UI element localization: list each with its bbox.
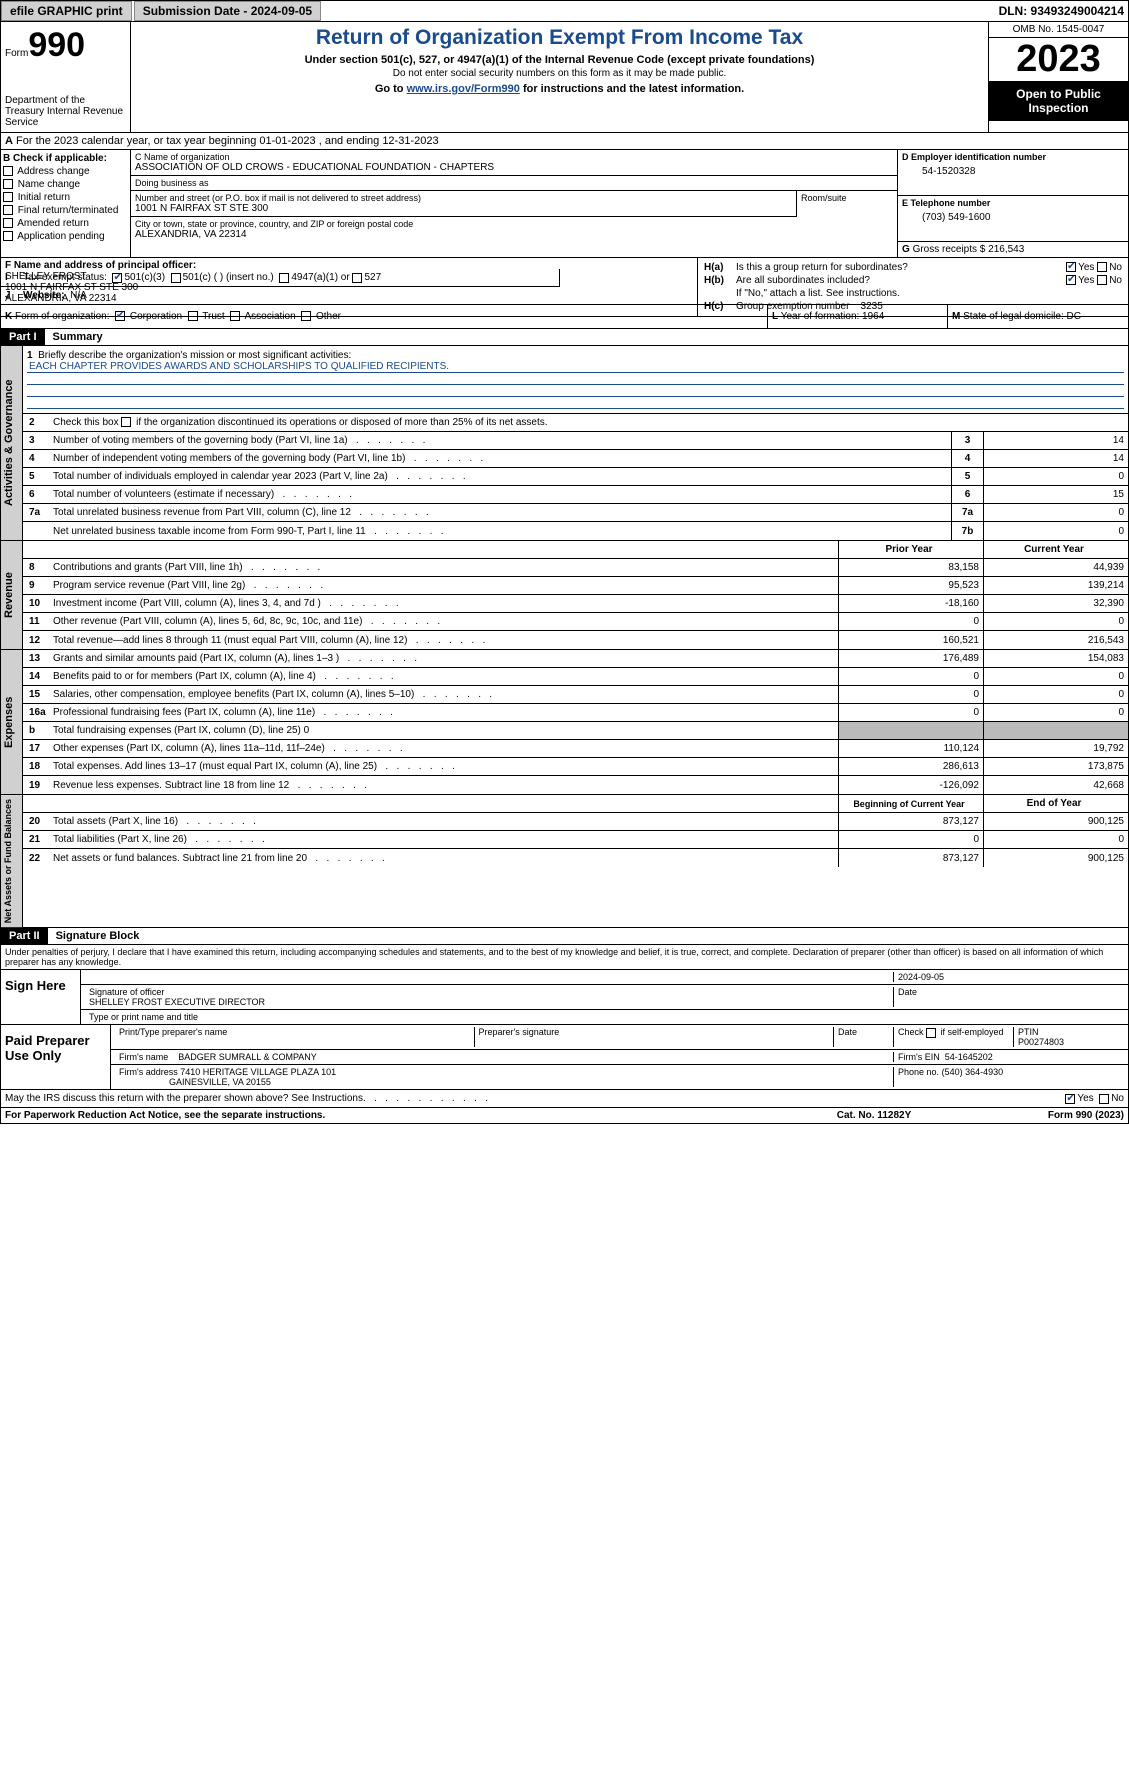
ha-no-checkbox[interactable] [1097, 262, 1107, 272]
form-header: Form990 Department of the Treasury Inter… [0, 22, 1129, 133]
revenue-section: Revenue Prior YearCurrent Year 8Contribu… [0, 541, 1129, 650]
table-row: Net unrelated business taxable income fr… [23, 522, 1128, 540]
header-mid: Return of Organization Exempt From Incom… [131, 22, 988, 132]
table-row: 9Program service revenue (Part VIII, lin… [23, 577, 1128, 595]
governance-section: Activities & Governance 1 Briefly descri… [0, 346, 1129, 541]
firm-address: 7410 HERITAGE VILLAGE PLAZA 101 [180, 1067, 336, 1077]
table-row: 3Number of voting members of the governi… [23, 432, 1128, 450]
net-assets-section: Net Assets or Fund Balances Beginning of… [0, 795, 1129, 928]
form-title: Return of Organization Exempt From Incom… [135, 26, 984, 50]
table-row: 5Total number of individuals employed in… [23, 468, 1128, 486]
table-row: 6Total number of volunteers (estimate if… [23, 486, 1128, 504]
colb-checkbox[interactable] [3, 218, 13, 228]
colb-checkbox[interactable] [3, 166, 13, 176]
corp-checkbox[interactable] [115, 311, 125, 321]
dept-label: Department of the Treasury Internal Reve… [5, 95, 126, 128]
expenses-section: Expenses 13Grants and similar amounts pa… [0, 650, 1129, 795]
sign-date: 2024-09-05 [894, 972, 1124, 982]
ha-yes-checkbox[interactable] [1066, 262, 1076, 272]
table-row: 18Total expenses. Add lines 13–17 (must … [23, 758, 1128, 776]
open-inspection: Open to Public Inspection [989, 81, 1128, 121]
ein: 54-1520328 [902, 162, 1124, 181]
table-row: 10Investment income (Part VIII, column (… [23, 595, 1128, 613]
other-checkbox[interactable] [301, 311, 311, 321]
paid-preparer-section: Paid Preparer Use Only Print/Type prepar… [0, 1025, 1129, 1090]
form-subtitle: Under section 501(c), 527, or 4947(a)(1)… [135, 54, 984, 66]
omb-number: OMB No. 1545-0047 [989, 22, 1128, 38]
firm-name: BADGER SUMRALL & COMPANY [178, 1052, 317, 1062]
colb-checkbox[interactable] [3, 179, 13, 189]
colb-checkbox[interactable] [3, 205, 13, 215]
table-row: 22Net assets or fund balances. Subtract … [23, 849, 1128, 867]
ptin: P00274803 [1018, 1037, 1064, 1047]
phone: (703) 549-1600 [902, 208, 1124, 227]
perjury-declaration: Under penalties of perjury, I declare th… [0, 945, 1129, 970]
footer: For Paperwork Reduction Act Notice, see … [0, 1108, 1129, 1124]
discuss-yes-checkbox[interactable] [1065, 1094, 1075, 1104]
hb-no-checkbox[interactable] [1097, 275, 1107, 285]
tax-year: 2023 [989, 38, 1128, 81]
table-row: 12Total revenue—add lines 8 through 11 (… [23, 631, 1128, 649]
table-row: 11Other revenue (Part VIII, column (A), … [23, 613, 1128, 631]
form-number: 990 [28, 26, 85, 64]
col-deg: D Employer identification number54-15203… [898, 150, 1128, 257]
goto-line: Go to www.irs.gov/Form990 for instructio… [135, 83, 984, 95]
header-right: OMB No. 1545-0047 2023 Open to Public In… [988, 22, 1128, 132]
527-checkbox[interactable] [352, 273, 362, 283]
website-value: N/A [70, 290, 87, 301]
row-i-tax-status: I Tax-exempt status: 501(c)(3) 501(c) ( … [0, 269, 560, 287]
table-row: 7aTotal unrelated business revenue from … [23, 504, 1128, 522]
table-row: 4Number of independent voting members of… [23, 450, 1128, 468]
org-name: ASSOCIATION OF OLD CROWS - EDUCATIONAL F… [135, 162, 893, 173]
form-label: Form [5, 48, 28, 59]
row-klm: K Form of organization: Corporation Trus… [0, 305, 1129, 329]
efile-print-button[interactable]: efile GRAPHIC print [1, 1, 132, 21]
discuss-no-checkbox[interactable] [1099, 1094, 1109, 1104]
trust-checkbox[interactable] [188, 311, 198, 321]
part1-header: Part I Summary [0, 329, 1129, 346]
discontinued-checkbox[interactable] [121, 417, 131, 427]
self-employed-checkbox[interactable] [926, 1028, 936, 1038]
street: 1001 N FAIRFAX ST STE 300 [135, 203, 792, 214]
4947-checkbox[interactable] [279, 273, 289, 283]
table-row: 17Other expenses (Part IX, column (A), l… [23, 740, 1128, 758]
irs-link[interactable]: www.irs.gov/Form990 [407, 83, 520, 95]
ssn-note: Do not enter social security numbers on … [135, 68, 984, 79]
discuss-row: May the IRS discuss this return with the… [0, 1090, 1129, 1108]
table-row: 16aProfessional fundraising fees (Part I… [23, 704, 1128, 722]
501c-checkbox[interactable] [171, 273, 181, 283]
header-left: Form990 Department of the Treasury Inter… [1, 22, 131, 132]
table-row: 8Contributions and grants (Part VIII, li… [23, 559, 1128, 577]
col-c-org: C Name of organizationASSOCIATION OF OLD… [131, 150, 898, 257]
table-row: 20Total assets (Part X, line 16) . . . .… [23, 813, 1128, 831]
table-row: 14Benefits paid to or for members (Part … [23, 668, 1128, 686]
hb-yes-checkbox[interactable] [1066, 275, 1076, 285]
colb-checkbox[interactable] [3, 192, 13, 202]
table-row: 19Revenue less expenses. Subtract line 1… [23, 776, 1128, 794]
city: ALEXANDRIA, VA 22314 [135, 229, 893, 240]
dln-label: DLN: 93493249004214 [995, 4, 1128, 18]
mission-text: EACH CHAPTER PROVIDES AWARDS AND SCHOLAR… [27, 361, 1124, 373]
gross-receipts: Gross receipts $ 216,543 [913, 244, 1025, 255]
colb-checkbox[interactable] [3, 231, 13, 241]
topbar: efile GRAPHIC print Submission Date - 20… [0, 0, 1129, 22]
col-b-checkboxes: B Check if applicable: Address change Na… [1, 150, 131, 257]
officer-signature: SHELLEY FROST EXECUTIVE DIRECTOR [89, 997, 265, 1007]
table-row: 21Total liabilities (Part X, line 26) . … [23, 831, 1128, 849]
firm-ein: 54-1645202 [945, 1052, 993, 1062]
sign-here-section: Sign Here 2024-09-05 Signature of office… [0, 970, 1129, 1025]
table-row: 15Salaries, other compensation, employee… [23, 686, 1128, 704]
table-row: bTotal fundraising expenses (Part IX, co… [23, 722, 1128, 740]
submission-date-label: Submission Date - 2024-09-05 [134, 1, 321, 21]
assoc-checkbox[interactable] [230, 311, 240, 321]
table-row: 13Grants and similar amounts paid (Part … [23, 650, 1128, 668]
row-a-tax-year: A For the 2023 calendar year, or tax yea… [0, 133, 1129, 150]
cat-no: Cat. No. 11282Y [774, 1110, 974, 1121]
501c3-checkbox[interactable] [112, 273, 122, 283]
section-bcdeg: B Check if applicable: Address change Na… [0, 150, 1129, 258]
firm-phone: (540) 364-4930 [942, 1067, 1004, 1077]
part2-header: Part II Signature Block [0, 928, 1129, 945]
